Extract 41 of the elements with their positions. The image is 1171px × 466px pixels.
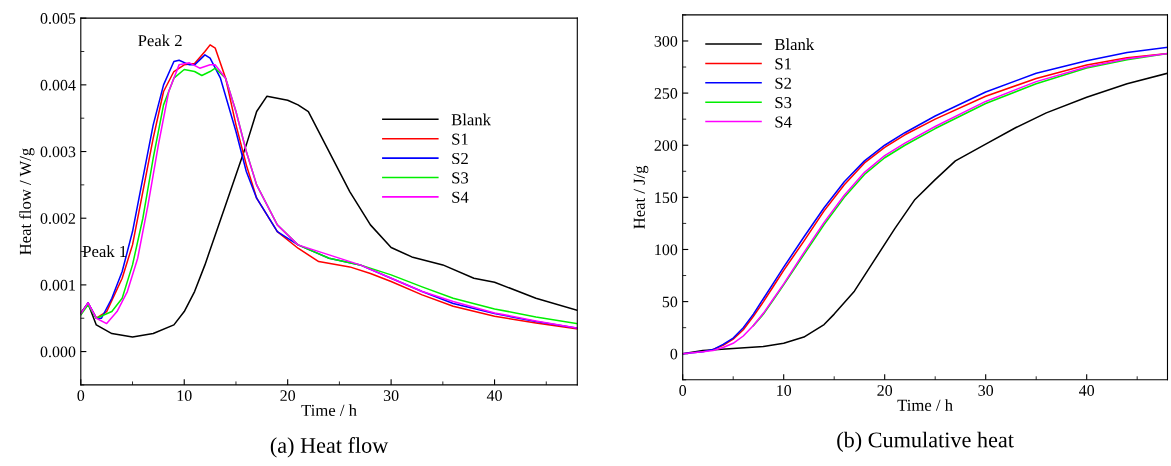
text: (b) Cumulative heat xyxy=(837,431,1014,452)
y-tick-label: 0.000 xyxy=(40,346,76,358)
y-tick-label: 0.001 xyxy=(40,279,75,291)
x-axis-title: Time / h xyxy=(897,399,953,411)
y-tick-label: 250 xyxy=(654,88,678,99)
legend-label: S2 xyxy=(775,77,792,89)
y-axis-title: Heat / J/g xyxy=(633,165,649,229)
x-tick-label: 30 xyxy=(978,385,994,396)
y-tick-label: 0.004 xyxy=(40,79,76,91)
legend-label: S3 xyxy=(775,97,792,109)
x-tick-label: 0 xyxy=(77,390,85,402)
y-tick-label: 100 xyxy=(655,244,678,256)
y-tick-label: 200 xyxy=(654,140,678,151)
legend-label: Blank xyxy=(451,113,491,126)
annotation: Peak 1 xyxy=(82,245,127,258)
y-tick-label: 50 xyxy=(662,296,678,308)
legend-label: S1 xyxy=(452,133,468,145)
y-tick-label: 0.002 xyxy=(40,213,76,224)
y-axis-title: Heat flow / W/g xyxy=(19,148,35,255)
y-tick-label: 0 xyxy=(670,348,678,360)
y-tick-label: 0.003 xyxy=(40,146,76,158)
x-tick-label: 20 xyxy=(280,390,296,402)
legend-label: S4 xyxy=(775,116,792,128)
y-tick-label: 300 xyxy=(654,35,678,47)
x-tick-label: 10 xyxy=(177,390,192,402)
legend-label: S1 xyxy=(775,58,791,70)
legend-label: Blank xyxy=(774,38,815,51)
x-tick-label: 10 xyxy=(777,385,792,396)
y-tick-label: 0.005 xyxy=(40,13,76,24)
legend-label: S4 xyxy=(452,191,469,203)
text: (a) Heat flow xyxy=(270,437,389,458)
x-tick-label: 20 xyxy=(877,385,893,396)
x-tick-label: 0 xyxy=(679,385,687,396)
legend-label: S3 xyxy=(452,172,469,184)
y-tick-label: 150 xyxy=(655,192,678,204)
x-axis-title: Time / h xyxy=(301,404,357,416)
x-tick-label: 30 xyxy=(383,390,399,402)
legend-label: S2 xyxy=(452,152,468,165)
annotation: Peak 2 xyxy=(138,34,182,47)
x-tick-label: 40 xyxy=(486,390,502,402)
x-tick-label: 40 xyxy=(1079,385,1095,396)
